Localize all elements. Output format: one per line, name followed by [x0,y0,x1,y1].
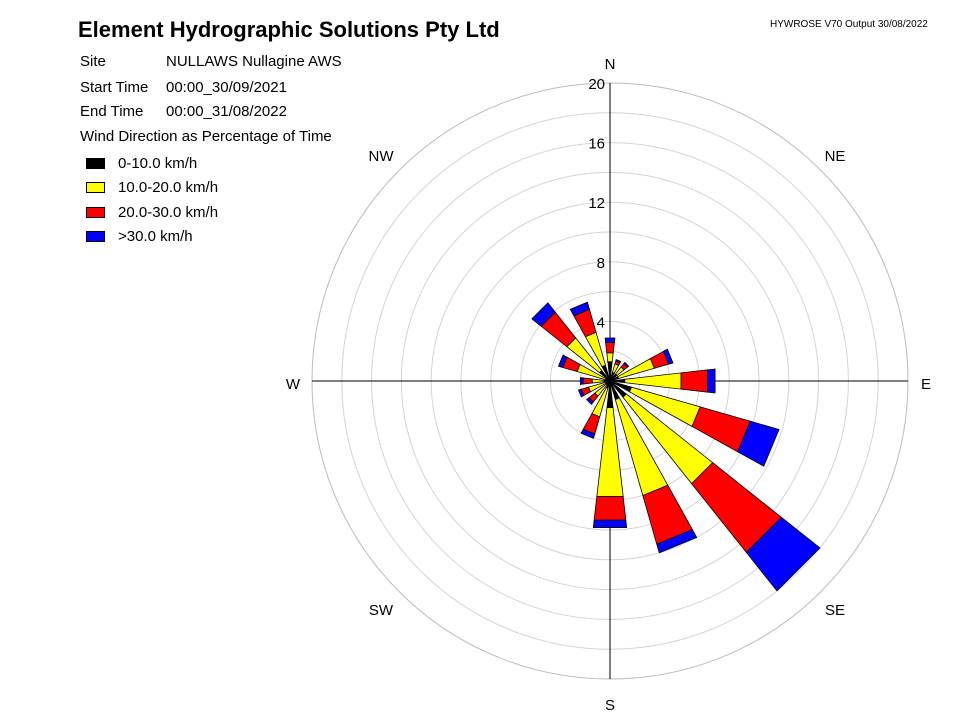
compass-label-sw: SW [369,602,394,619]
legend-label-0-10: 0-10.0 km/h [118,154,198,172]
petal-90-band-1 [624,372,682,390]
chart-title: Wind Direction as Percentage of Time [80,128,332,145]
petal-45-band-3 [623,361,630,368]
petal-225-band-3 [586,397,594,405]
compass-label-n: N [605,56,616,73]
start-time-label: Start Time [80,79,149,96]
radial-tick-label-4: 4 [597,314,605,331]
petal-270-band-3 [579,377,584,385]
legend-item-10-20: 10.0-20.0 km/h [86,176,218,201]
legend-item-0-10: 0-10.0 km/h [86,151,218,176]
legend-label-30-plus: >30.0 km/h [118,228,193,246]
compass-label-se: SE [825,602,845,619]
end-time-value: 00:00_31/08/2022 [166,103,287,120]
legend: 0-10.0 km/h 10.0-20.0 km/h 20.0-30.0 km/… [86,151,218,249]
radial-tick-label-16: 16 [588,136,605,153]
legend-swatch-30-plus [86,231,105,243]
petal-90-band-2 [680,369,709,393]
petal-0-band-2 [605,342,615,354]
legend-label-10-20: 10.0-20.0 km/h [118,179,219,197]
version-output-label: HYWROSE V70 Output 30/08/2022 [770,19,928,30]
petal-202.5-band-3 [580,428,596,439]
legend-swatch-20-30 [86,206,105,218]
radial-tick-label-8: 8 [597,255,605,272]
end-time-label: End Time [80,103,144,120]
petal-315-band-3 [531,302,556,327]
petal-180-band-1 [596,407,624,497]
compass-label-w: W [286,376,301,393]
petal-112.5-band-3 [737,420,780,467]
petal-292.5-band-3 [557,354,568,368]
report-title: Element Hydrographic Solutions Pty Ltd [78,17,500,42]
compass-label-e: E [921,376,931,393]
petal-0-band-1 [606,352,614,363]
petal-67.5-band-3 [662,348,674,365]
petal-90-band-3 [707,368,716,394]
petal-180-band-3 [592,519,628,528]
site-value: NULLAWS Nullagine AWS [166,53,342,70]
legend-swatch-10-20 [86,182,105,194]
legend-item-30-plus: >30.0 km/h [86,225,218,250]
petal-270-band-2 [582,377,593,385]
legend-item-20-30: 20.0-30.0 km/h [86,200,218,225]
site-row: Site NULLAWS Nullagine AWS [80,53,342,70]
legend-swatch-0-10 [86,157,105,169]
legend-label-20-30: 20.0-30.0 km/h [118,203,219,221]
site-label: Site [80,53,106,70]
petal-22.5-band-3 [615,358,622,364]
petal-247.5-band-3 [577,388,585,398]
start-time-row: Start Time 00:00_30/09/2021 [80,79,287,96]
petal-270-band-1 [591,378,605,384]
petal-337.5-band-3 [569,301,590,317]
petal-135-band-3 [745,516,821,592]
compass-label-nw: NW [369,148,395,165]
end-time-row: End Time 00:00_31/08/2022 [80,103,287,120]
compass-label-ne: NE [825,148,846,165]
radial-tick-label-20: 20 [588,76,605,93]
start-time-value: 00:00_30/09/2021 [166,79,287,96]
petal-0-band-3 [604,337,616,343]
compass-label-s: S [605,697,615,714]
radial-tick-label-12: 12 [588,195,605,212]
petal-180-band-2 [593,496,627,521]
petal-157.5-band-3 [656,529,698,554]
